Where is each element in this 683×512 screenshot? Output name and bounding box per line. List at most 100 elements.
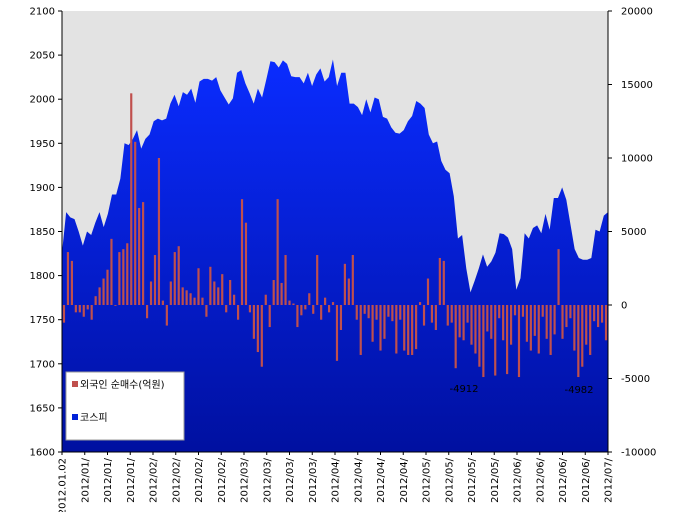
foreign-net-bar <box>537 305 540 354</box>
foreign-net-bar <box>470 305 473 345</box>
foreign-net-bar <box>589 305 592 355</box>
annotation-min-1: -4912 <box>449 384 478 395</box>
legend-swatch-kospi <box>72 414 78 420</box>
foreign-net-bar <box>134 141 137 305</box>
foreign-net-bar <box>173 252 176 305</box>
foreign-net-bar <box>90 305 93 320</box>
foreign-net-bar <box>482 305 485 378</box>
foreign-net-bar <box>209 266 212 305</box>
foreign-net-bar <box>130 93 133 305</box>
legend-label-foreign: 외국인 순매수(억원) <box>80 379 165 391</box>
foreign-net-bar <box>98 287 101 305</box>
foreign-net-bar <box>276 199 279 305</box>
foreign-net-bar <box>593 305 596 322</box>
x-tick-label: 2012/05/ <box>444 457 455 503</box>
x-tick-label: 2012/04/ <box>331 457 342 503</box>
foreign-net-bar <box>418 302 422 305</box>
foreign-net-bar <box>351 255 354 305</box>
foreign-net-bar <box>280 282 283 305</box>
foreign-net-bar <box>347 278 350 305</box>
foreign-net-bar <box>434 305 437 330</box>
foreign-net-bar <box>233 294 236 305</box>
x-tick-label: 2012/01/ <box>126 457 137 503</box>
foreign-net-bar <box>430 305 434 323</box>
foreign-net-bar <box>509 305 513 345</box>
x-tick-label: 2012/02/ <box>217 457 228 503</box>
foreign-net-bar <box>359 305 362 355</box>
foreign-net-bar <box>343 263 346 305</box>
foreign-net-bar <box>442 260 445 305</box>
foreign-net-bar <box>70 260 73 305</box>
y-left-tick-label: 1700 <box>30 359 55 370</box>
foreign-net-bar <box>110 238 113 305</box>
foreign-net-bar <box>316 255 319 305</box>
foreign-net-bar <box>197 268 200 305</box>
foreign-net-bar <box>149 281 153 305</box>
foreign-net-bar <box>201 297 204 305</box>
foreign-net-bar <box>486 305 489 332</box>
foreign-net-bar <box>581 305 584 367</box>
foreign-net-bar <box>553 305 556 335</box>
legend-label-kospi: 코스피 <box>80 412 108 424</box>
x-tick-label: 2012/03/ <box>240 457 251 503</box>
foreign-net-bar <box>181 287 184 305</box>
x-tick-label: 2012/04/ <box>353 457 364 503</box>
foreign-net-bar <box>304 305 307 310</box>
foreign-net-bar <box>521 305 525 317</box>
y-left-tick-label: 1850 <box>30 227 55 238</box>
y-left-tick-label: 2100 <box>30 7 55 18</box>
x-tick-label: 2012/03/ <box>285 457 296 503</box>
foreign-net-bar <box>94 296 97 305</box>
foreign-net-bar <box>118 252 121 305</box>
x-tick-label: 2012/01/ <box>80 457 91 503</box>
x-tick-label: 2012/02/ <box>149 457 160 503</box>
x-tick-label: 2012/02/ <box>171 457 182 503</box>
x-tick-label: 2012/03/ <box>308 457 319 503</box>
foreign-net-bar <box>604 305 608 341</box>
foreign-net-bar <box>371 305 374 342</box>
foreign-net-bar <box>494 305 497 376</box>
foreign-net-bar <box>450 305 453 323</box>
foreign-net-bar <box>462 305 465 341</box>
foreign-net-bar <box>411 305 414 355</box>
legend-swatch-foreign <box>72 381 78 387</box>
foreign-net-bar <box>395 305 398 354</box>
foreign-net-bar <box>517 305 521 378</box>
kospi-area <box>62 59 608 452</box>
foreign-net-bar <box>454 305 457 369</box>
foreign-net-bar <box>217 287 220 305</box>
foreign-net-bar <box>541 305 544 317</box>
x-tick-label: 2012/03/ <box>262 457 273 503</box>
x-tick-label: 2012/02/ <box>194 457 205 503</box>
foreign-net-bar <box>264 294 267 305</box>
foreign-net-bar <box>478 305 481 367</box>
annotation-min-2: -4982 <box>564 385 593 396</box>
foreign-net-bar <box>565 305 568 328</box>
foreign-net-bar <box>335 305 339 361</box>
foreign-net-bar <box>244 222 248 305</box>
foreign-net-bar <box>600 305 604 323</box>
y-right-tick-label: 15000 <box>621 80 653 91</box>
foreign-net-bar <box>229 280 232 305</box>
foreign-net-bar <box>458 305 461 338</box>
foreign-net-bar <box>383 305 386 339</box>
foreign-net-bar <box>399 305 402 320</box>
foreign-net-bar <box>545 305 548 339</box>
foreign-net-bar <box>549 305 552 355</box>
foreign-net-bar <box>256 305 259 353</box>
foreign-net-bar <box>193 297 196 305</box>
foreign-net-bar <box>379 305 382 351</box>
foreign-net-bar <box>177 246 180 305</box>
foreign-net-bar <box>292 303 295 305</box>
foreign-net-bar <box>525 305 528 342</box>
foreign-net-bar <box>296 305 299 328</box>
foreign-net-bar <box>498 305 501 319</box>
foreign-net-bar <box>221 274 224 305</box>
foreign-net-bar <box>466 305 469 323</box>
foreign-net-bar <box>300 305 303 316</box>
foreign-net-bar <box>403 305 406 351</box>
foreign-net-bar <box>375 305 378 320</box>
foreign-net-bar <box>145 305 149 319</box>
foreign-net-bar <box>506 305 509 375</box>
x-tick-label: 2012/01/ <box>103 457 114 503</box>
